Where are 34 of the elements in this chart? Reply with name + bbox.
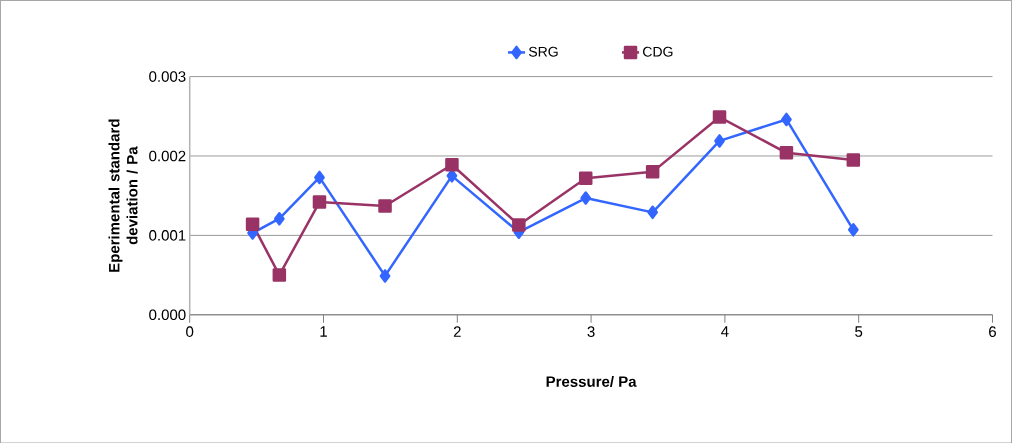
- point: [512, 218, 526, 232]
- point: [273, 211, 285, 226]
- point: [714, 133, 725, 148]
- point: [445, 157, 459, 172]
- y-tick-label: 0.001: [149, 229, 186, 241]
- x-tick-label: 5: [855, 326, 863, 337]
- point: [245, 217, 260, 231]
- point: [378, 199, 392, 213]
- y-tick-label: 0.000: [149, 309, 186, 320]
- x-tick-label: 1: [320, 326, 327, 337]
- point: [712, 110, 727, 124]
- point: [781, 112, 792, 126]
- x-tick-label: 4: [721, 326, 729, 337]
- point: [847, 222, 859, 237]
- point: [846, 152, 861, 167]
- point: [578, 171, 593, 185]
- legend-label: SRG: [528, 46, 558, 57]
- point: [272, 268, 287, 282]
- y-tick-label: 0.002: [149, 150, 186, 162]
- x-tick-label: 3: [587, 326, 595, 337]
- x-axis-title: Pressure/ Pa: [546, 375, 637, 387]
- y-axis-title: Eperimental standard deviation / Pa: [108, 119, 138, 272]
- point: [312, 195, 327, 209]
- x-tick-label: 6: [989, 326, 996, 337]
- x-tick-label: 0: [186, 326, 194, 337]
- point: [647, 205, 659, 219]
- y-tick-label: 0.003: [149, 71, 186, 82]
- x-tick-label: 2: [453, 326, 461, 337]
- point: [580, 191, 592, 205]
- point: [379, 268, 391, 283]
- point: [645, 164, 660, 179]
- point: [779, 145, 794, 160]
- legend-label: CDG: [643, 46, 673, 57]
- point: [314, 170, 325, 184]
